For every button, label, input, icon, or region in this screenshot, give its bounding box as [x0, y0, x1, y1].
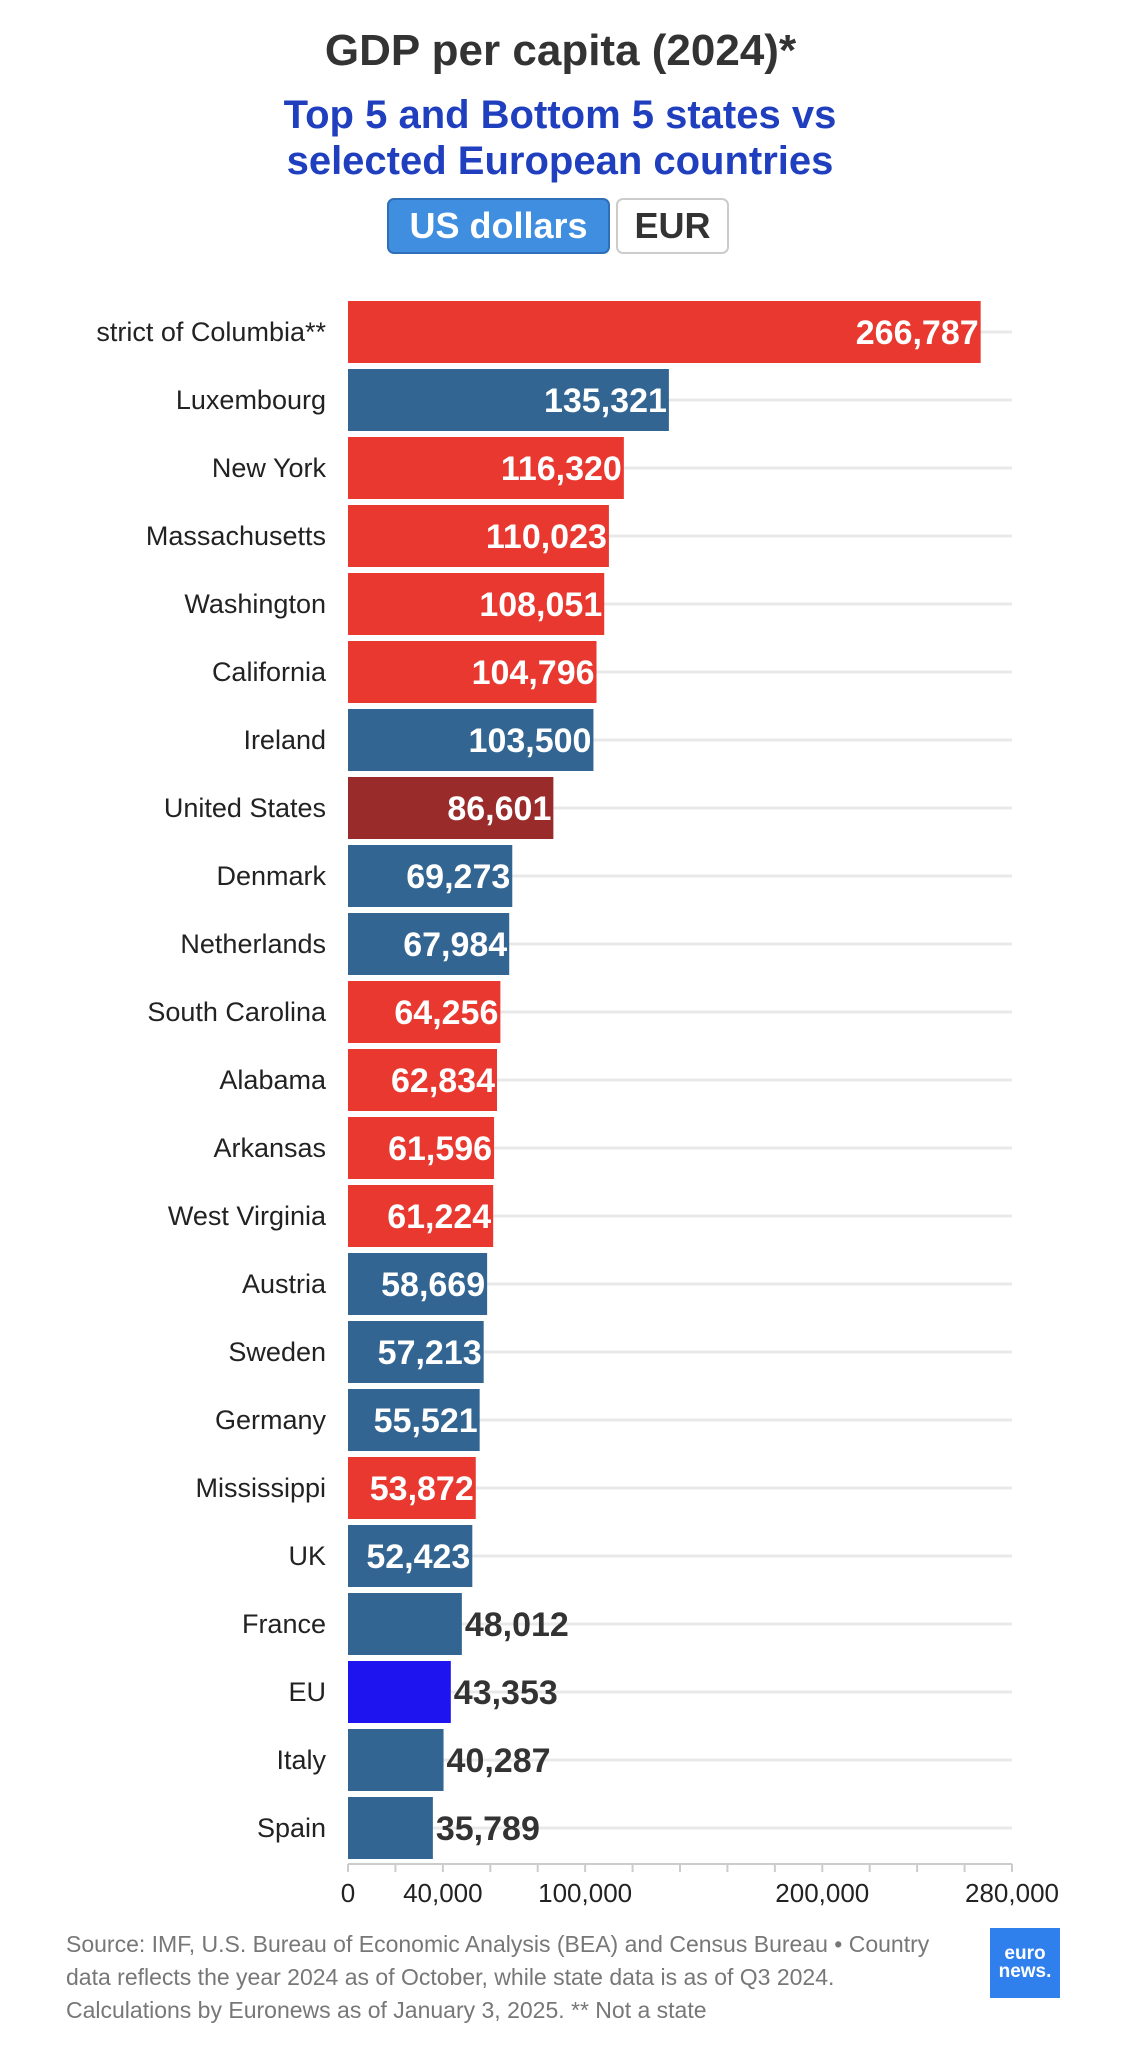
bar — [348, 981, 501, 1043]
category-label: strict of Columbia** — [96, 317, 326, 347]
bar — [348, 505, 609, 567]
value-label: 48,012 — [465, 1606, 569, 1644]
category-label: Spain — [257, 1813, 326, 1843]
source-line-3: Calculations by Euronews as of January 3… — [66, 1997, 707, 2023]
bar — [348, 1729, 444, 1791]
value-label: 35,789 — [436, 1810, 540, 1848]
value-label: 135,321 — [544, 382, 667, 420]
eur-toggle-button[interactable]: EUR — [616, 198, 729, 254]
value-label: 116,320 — [501, 450, 622, 488]
bar — [348, 1049, 498, 1111]
source-line-2: data reflects the year 2024 as of Octobe… — [66, 1964, 835, 1990]
bar — [348, 1185, 494, 1247]
value-label: 62,834 — [391, 1062, 495, 1100]
logo-text-2: news. — [998, 1961, 1052, 1982]
value-label: 61,596 — [388, 1130, 492, 1168]
bar — [348, 369, 669, 431]
subtitle-line-2: selected European countries — [286, 139, 834, 183]
category-label: West Virginia — [168, 1201, 327, 1231]
value-label: 103,500 — [469, 722, 592, 760]
source-note: Source: IMF, U.S. Bureau of Economic Ana… — [66, 1928, 966, 2027]
x-tick-label: 0 — [341, 1878, 355, 1908]
category-label: South Carolina — [147, 997, 327, 1027]
bar — [348, 777, 554, 839]
x-tick-label: 280,000 — [965, 1878, 1059, 1908]
bar — [348, 1525, 473, 1587]
value-label: 52,423 — [366, 1538, 470, 1576]
bar — [348, 641, 597, 703]
bar — [348, 301, 981, 363]
category-label: Denmark — [216, 861, 326, 891]
chart-title: GDP per capita (2024)* — [324, 26, 797, 75]
bar — [348, 437, 624, 499]
bar — [348, 709, 594, 771]
bar — [348, 1389, 480, 1451]
category-label: Austria — [242, 1269, 327, 1299]
value-label: 108,051 — [479, 586, 602, 624]
bar-chart: strict of Columbia** 266,787 Luxembourg 135… — [96, 301, 1059, 1908]
category-label: Sweden — [228, 1337, 326, 1367]
x-tick-label: 200,000 — [775, 1878, 869, 1908]
category-label: Ireland — [243, 725, 326, 755]
value-label: 110,023 — [486, 518, 607, 556]
category-label: Luxembourg — [176, 385, 326, 415]
bar — [348, 1457, 476, 1519]
value-label: 55,521 — [374, 1402, 478, 1440]
category-label: Massachusetts — [146, 521, 326, 551]
value-label: 58,669 — [381, 1266, 485, 1304]
bar — [348, 573, 605, 635]
category-label: France — [242, 1609, 326, 1639]
bar — [348, 845, 513, 907]
value-label: 67,984 — [403, 926, 507, 964]
usd-toggle-button[interactable]: US dollars — [387, 198, 610, 254]
category-label: New York — [212, 453, 327, 483]
value-label: 104,796 — [472, 654, 595, 692]
category-label: Arkansas — [213, 1133, 326, 1163]
category-label: Alabama — [219, 1065, 327, 1095]
logo-text-1: euro — [1004, 1943, 1046, 1964]
bar — [348, 913, 510, 975]
value-label: 40,287 — [447, 1742, 551, 1780]
chart-subtitle: Top 5 and Bottom 5 states vs selected Eu… — [210, 92, 910, 184]
category-label: United States — [164, 793, 326, 823]
x-tick-label: 100,000 — [538, 1878, 632, 1908]
category-label: Netherlands — [180, 929, 326, 959]
value-label: 57,213 — [378, 1334, 482, 1372]
category-label: Germany — [215, 1405, 327, 1435]
category-label: Italy — [276, 1745, 326, 1775]
x-tick-label: 40,000 — [403, 1878, 483, 1908]
category-label: Washington — [184, 589, 326, 619]
value-label: 86,601 — [447, 790, 551, 828]
value-label: 266,787 — [856, 314, 979, 352]
value-label: 61,224 — [387, 1198, 491, 1236]
currency-toggle: US dollars EUR — [387, 198, 729, 254]
euronews-logo: euro news. — [990, 1928, 1060, 1998]
bar — [348, 1661, 451, 1723]
source-line-1: Source: IMF, U.S. Bureau of Economic Ana… — [66, 1931, 930, 1957]
category-label: UK — [288, 1541, 326, 1571]
bar — [348, 1321, 484, 1383]
value-label: 64,256 — [394, 994, 498, 1032]
bar — [348, 1797, 433, 1859]
category-label: California — [212, 657, 327, 687]
bar — [348, 1117, 495, 1179]
value-label: 69,273 — [406, 858, 510, 896]
category-label: Mississippi — [195, 1473, 326, 1503]
bar — [348, 1253, 488, 1315]
bar — [348, 1593, 462, 1655]
value-label: 53,872 — [370, 1470, 474, 1508]
value-label: 43,353 — [454, 1674, 558, 1712]
subtitle-line-1: Top 5 and Bottom 5 states vs — [283, 93, 837, 137]
category-label: EU — [288, 1677, 326, 1707]
